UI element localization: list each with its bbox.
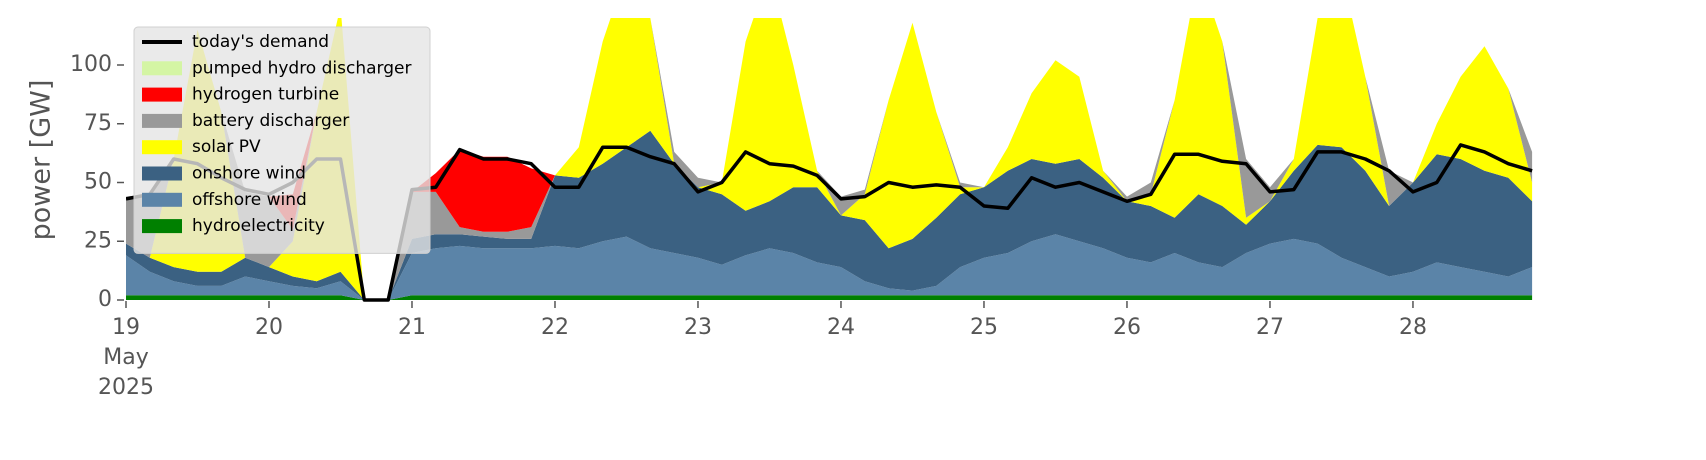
plot-area — [126, 18, 1533, 302]
legend-label: offshore wind — [192, 190, 307, 210]
legend: today's demand pumped hydro discharger hyd… — [133, 26, 431, 254]
legend-label: hydrogen turbine — [192, 85, 339, 105]
legend-swatch — [142, 192, 182, 207]
x-tick-label: 23 — [684, 315, 712, 340]
legend-swatch — [142, 87, 182, 102]
legend-swatch — [142, 61, 182, 76]
legend-label: battery discharger — [192, 111, 349, 131]
x-tick-label: 22 — [541, 315, 569, 340]
y-tick-label: 25 — [84, 228, 112, 253]
legend-swatch — [142, 113, 182, 128]
y-axis-label: power [GW] — [26, 80, 57, 241]
legend-label: pumped hydro discharger — [192, 58, 411, 78]
x-tick-label: 27 — [1256, 315, 1284, 340]
x-tick-label: 24 — [827, 315, 855, 340]
area — [126, 295, 1533, 300]
x-tick-label: 20 — [255, 315, 283, 340]
legend-label: solar PV — [192, 137, 261, 157]
legend-label: onshore wind — [192, 164, 306, 184]
area — [126, 130, 1533, 300]
x-tick-label: 21 — [398, 315, 426, 340]
area — [126, 234, 1533, 300]
legend-swatch — [142, 219, 182, 234]
legend-box — [133, 26, 431, 254]
x-tick-label: 25 — [970, 315, 998, 340]
y-tick-label: 100 — [70, 52, 112, 77]
y-tick-label: 0 — [98, 287, 112, 312]
legend-swatch — [142, 166, 182, 181]
x-tick-label: 26 — [1113, 315, 1141, 340]
x-tick-label: 19 May 2025 — [98, 315, 154, 400]
y-tick-label: 75 — [84, 111, 112, 136]
legend-swatch — [142, 140, 182, 155]
line — [126, 143, 1533, 302]
x-tick-label: 28 — [1399, 315, 1427, 340]
y-tick-label: 50 — [84, 170, 112, 195]
legend-label: today's demand — [192, 32, 329, 52]
legend-label: hydroelectricity — [192, 216, 325, 236]
area — [126, 18, 1533, 300]
area — [126, 18, 1533, 300]
axes: 0 25 50 75 100 19 May 2025 20 21 22 23 24 25 26 27 28 — [70, 52, 1427, 400]
